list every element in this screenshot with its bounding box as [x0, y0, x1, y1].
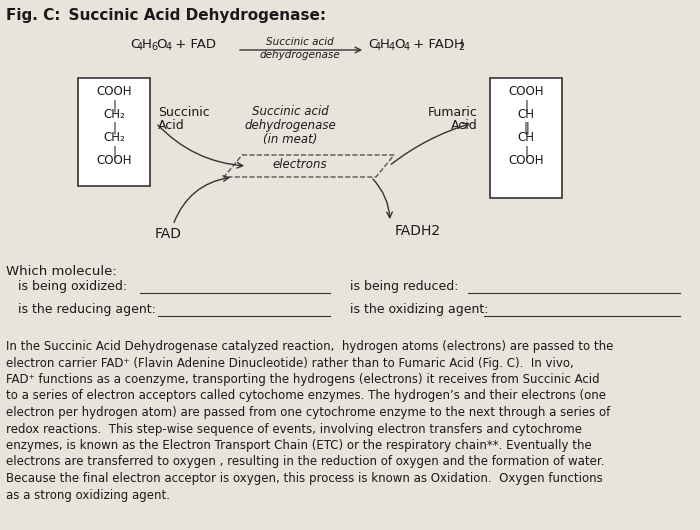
Text: is being reduced:: is being reduced:: [350, 280, 463, 293]
Text: Which molecule:: Which molecule:: [6, 265, 117, 278]
Text: Acid: Acid: [452, 119, 478, 132]
Text: |: |: [524, 145, 528, 158]
Text: 4: 4: [404, 42, 410, 52]
Text: COOH: COOH: [97, 85, 132, 98]
Text: ‖: ‖: [523, 122, 529, 135]
Text: Because the final electron acceptor is oxygen, this process is known as Oxidatio: Because the final electron acceptor is o…: [6, 472, 603, 485]
Text: CH₂: CH₂: [103, 108, 125, 121]
Text: |: |: [112, 145, 116, 158]
Text: Fumaric: Fumaric: [428, 106, 478, 119]
Polygon shape: [224, 155, 394, 177]
Text: COOH: COOH: [508, 154, 544, 167]
FancyBboxPatch shape: [490, 78, 562, 198]
Text: In the Succinic Acid Dehydrogenase catalyzed reaction,  hydrogen atoms (electron: In the Succinic Acid Dehydrogenase catal…: [6, 340, 613, 353]
Text: + FAD: + FAD: [171, 38, 216, 51]
Text: CH: CH: [517, 108, 535, 121]
Text: Acid: Acid: [158, 119, 185, 132]
Text: (in meat): (in meat): [262, 133, 317, 146]
Text: electron per hydrogen atom) are passed from one cytochrome enzyme to the next th: electron per hydrogen atom) are passed f…: [6, 406, 610, 419]
Text: H: H: [380, 38, 390, 51]
Text: CH: CH: [517, 131, 535, 144]
Text: |: |: [112, 99, 116, 112]
Text: 2: 2: [458, 42, 464, 52]
Text: electrons are transferred to oxygen , resulting in the reduction of oxygen and t: electrons are transferred to oxygen , re…: [6, 455, 605, 469]
Text: C: C: [130, 38, 139, 51]
Text: |: |: [524, 99, 528, 112]
Text: is the reducing agent:: is the reducing agent:: [6, 303, 160, 316]
Text: FADH2: FADH2: [395, 224, 441, 238]
Text: electron carrier FAD⁺ (Flavin Adenine Dinucleotide) rather than to Fumaric Acid : electron carrier FAD⁺ (Flavin Adenine Di…: [6, 357, 574, 369]
Text: H: H: [142, 38, 152, 51]
Text: COOH: COOH: [97, 154, 132, 167]
Text: COOH: COOH: [508, 85, 544, 98]
Text: |: |: [112, 122, 116, 135]
Text: O: O: [394, 38, 405, 51]
Text: redox reactions.  This step-wise sequence of events, involving electron transfer: redox reactions. This step-wise sequence…: [6, 422, 582, 436]
Text: dehydrogenase: dehydrogenase: [260, 50, 340, 60]
Text: C: C: [368, 38, 377, 51]
Text: dehydrogenase: dehydrogenase: [244, 119, 336, 132]
Text: 4: 4: [375, 42, 381, 52]
Text: as a strong oxidizing agent.: as a strong oxidizing agent.: [6, 489, 170, 501]
Text: Succinic Acid Dehydrogenase:: Succinic Acid Dehydrogenase:: [58, 8, 326, 23]
Text: Fig. C:: Fig. C:: [6, 8, 60, 23]
FancyBboxPatch shape: [78, 78, 150, 186]
Text: 4: 4: [166, 42, 172, 52]
Text: Succinic acid: Succinic acid: [251, 105, 328, 118]
Text: 6: 6: [151, 42, 157, 52]
Text: electrons: electrons: [273, 158, 328, 171]
Text: FAD⁺ functions as a coenzyme, transporting the hydrogens (electrons) it receives: FAD⁺ functions as a coenzyme, transporti…: [6, 373, 600, 386]
Text: Succinic acid: Succinic acid: [266, 37, 334, 47]
Text: O: O: [156, 38, 167, 51]
Text: + FADH: + FADH: [409, 38, 464, 51]
Text: is the oxidizing agent:: is the oxidizing agent:: [350, 303, 493, 316]
Text: CH₂: CH₂: [103, 131, 125, 144]
Text: Succinic: Succinic: [158, 106, 210, 119]
Text: 4: 4: [389, 42, 395, 52]
Text: FAD: FAD: [155, 227, 181, 241]
Text: is being oxidized:: is being oxidized:: [6, 280, 131, 293]
Text: enzymes, is known as the Electron Transport Chain (ETC) or the respiratory chain: enzymes, is known as the Electron Transp…: [6, 439, 591, 452]
Text: 4: 4: [137, 42, 143, 52]
Text: to a series of electron acceptors called cytochome enzymes. The hydrogen’s and t: to a series of electron acceptors called…: [6, 390, 606, 402]
